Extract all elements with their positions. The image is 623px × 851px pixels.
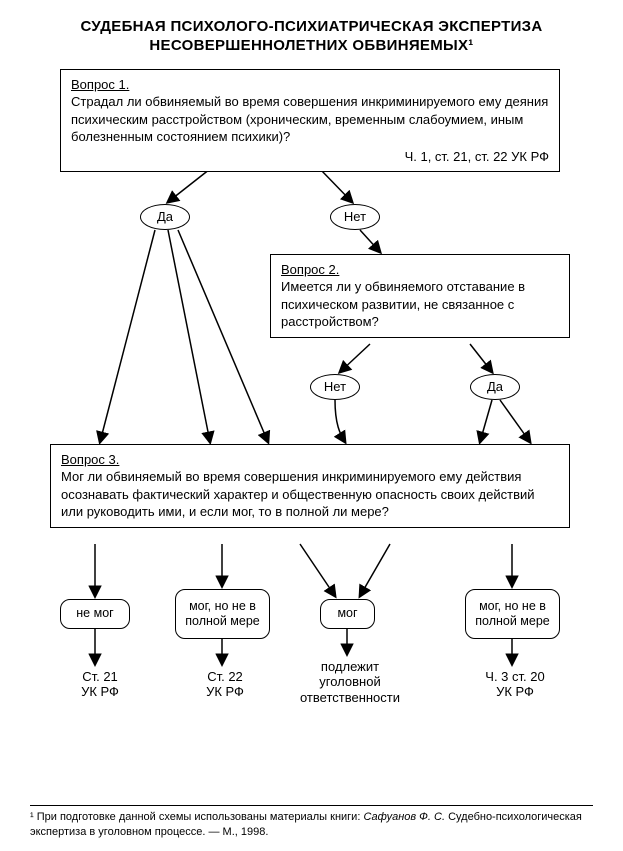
question-3-box: Вопрос 3. Мог ли обвиняемый во время сов…: [50, 444, 570, 528]
result-2: Ст. 22УК РФ: [195, 669, 255, 700]
question-1-label: Вопрос 1.: [71, 77, 129, 92]
outcome-4: мог, но не в полной мере: [465, 589, 560, 639]
question-1-text: Страдал ли обвиняемый во время совершени…: [71, 94, 548, 144]
footnote-author: Сафуанов Ф. С.: [363, 811, 445, 823]
title-line-2: НЕСОВЕРШЕННОЛЕТНИХ ОБВИНЯЕМЫХ¹: [20, 37, 603, 56]
footnote-text-1: При подготовке данной схемы использованы…: [37, 811, 364, 823]
title-line-1: СУДЕБНАЯ ПСИХОЛОГО-ПСИХИАТРИЧЕСКАЯ ЭКСПЕ…: [20, 18, 603, 37]
answer-yes-1: Да: [140, 204, 190, 230]
question-1-box: Вопрос 1. Страдал ли обвиняемый во время…: [60, 69, 560, 173]
outcome-3: мог: [320, 599, 375, 629]
flowchart: Вопрос 1. Страдал ли обвиняемый во время…: [0, 64, 623, 824]
question-2-box: Вопрос 2. Имеется ли у обвиняемого отста…: [270, 254, 570, 338]
answer-no-2: Нет: [310, 374, 360, 400]
outcome-2: мог, но не в полной мере: [175, 589, 270, 639]
question-1-cite: Ч. 1, ст. 21, ст. 22 УК РФ: [71, 148, 549, 166]
question-2-text: Имеется ли у обвиняемого отставание в пс…: [281, 279, 525, 329]
answer-yes-2: Да: [470, 374, 520, 400]
outcome-1: не мог: [60, 599, 130, 629]
footnote: ¹ При подготовке данной схемы использова…: [30, 805, 593, 839]
result-1: Ст. 21УК РФ: [70, 669, 130, 700]
answer-no-1: Нет: [330, 204, 380, 230]
result-4: Ч. 3 ст. 20УК РФ: [470, 669, 560, 700]
footnote-marker: ¹: [30, 811, 37, 823]
result-3: подлежитуголовнойответственности: [290, 659, 410, 706]
question-3-text: Мог ли обвиняемый во время совершения ин…: [61, 469, 535, 519]
page-title: СУДЕБНАЯ ПСИХОЛОГО-ПСИХИАТРИЧЕСКАЯ ЭКСПЕ…: [0, 0, 623, 64]
question-2-label: Вопрос 2.: [281, 262, 339, 277]
question-3-label: Вопрос 3.: [61, 452, 119, 467]
